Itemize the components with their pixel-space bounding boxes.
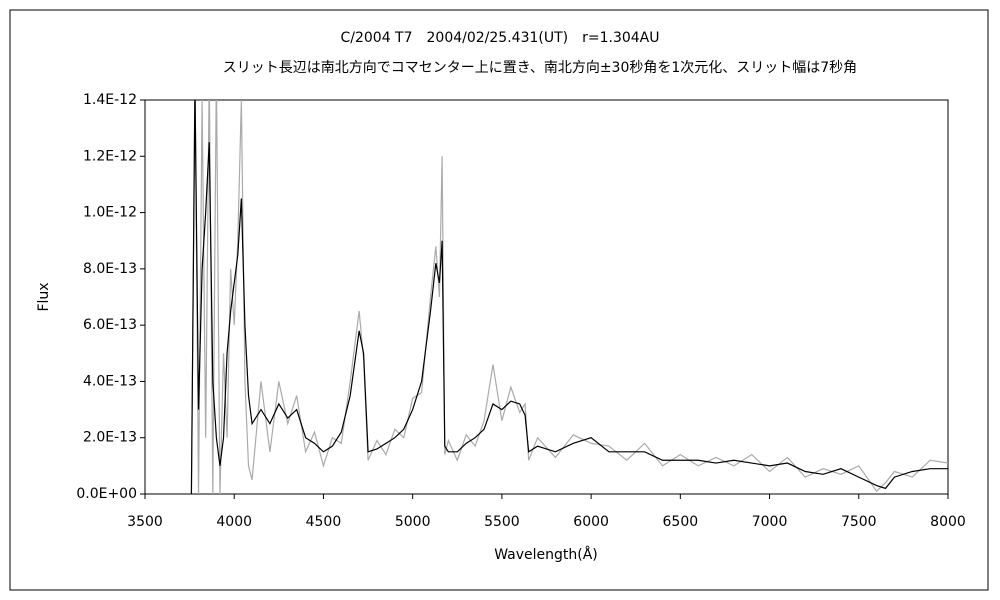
y-axis-label: Flux xyxy=(36,282,52,311)
y-tick-label: 2.0E-13 xyxy=(83,430,137,446)
x-tick-label: 6500 xyxy=(663,514,699,530)
x-tick-label: 3500 xyxy=(127,514,163,530)
y-tick-label: 8.0E-13 xyxy=(83,261,137,277)
y-tick-label: 1.0E-12 xyxy=(83,205,137,221)
chart-title: C/2004 T7 2004/02/25.431(UT) r=1.304AU xyxy=(340,30,659,46)
chart-subtitle: スリット長辺は南北方向でコマセンター上に置き、南北方向±30秒角を1次元化、スリ… xyxy=(223,60,857,76)
x-tick-label: 5000 xyxy=(395,514,431,530)
y-tick-label: 1.2E-12 xyxy=(83,148,137,164)
x-tick-label: 5500 xyxy=(484,514,520,530)
spectrum-line xyxy=(190,100,948,494)
plot-lines xyxy=(190,100,948,494)
y-tick-label: 0.0E+00 xyxy=(76,486,137,502)
spectrum-line xyxy=(190,100,948,494)
chart-frame xyxy=(9,9,989,591)
x-tick-label: 7000 xyxy=(752,514,788,530)
x-tick-label: 6000 xyxy=(573,514,609,530)
y-tick-label: 1.4E-12 xyxy=(83,92,137,108)
x-tick-label: 7500 xyxy=(841,514,877,530)
y-tick-label: 4.0E-13 xyxy=(83,373,137,389)
x-tick-label: 4500 xyxy=(306,514,342,530)
x-tick-label: 8000 xyxy=(930,514,966,530)
plot-frame xyxy=(144,99,949,495)
y-tick-label: 6.0E-13 xyxy=(83,317,137,333)
x-tick-label: 4000 xyxy=(216,514,252,530)
x-axis-label: Wavelength(Å) xyxy=(494,546,598,563)
